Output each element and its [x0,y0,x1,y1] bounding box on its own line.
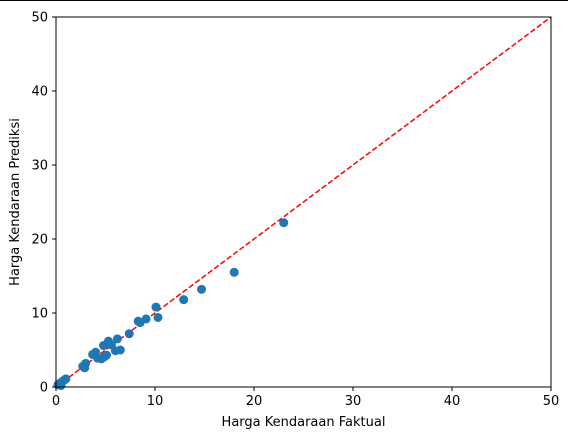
x-tick-label: 0 [52,394,60,409]
data-point [112,334,122,344]
x-tick-label: 10 [147,394,164,409]
x-tick-label: 20 [246,394,263,409]
y-tick-label: 0 [40,381,48,396]
data-point [56,381,66,391]
data-point [279,218,289,228]
y-tick-label: 20 [31,233,48,248]
y-tick-label: 50 [31,11,48,26]
data-point [153,312,163,322]
y-axis-title: Harga Kendaraan Prediksi [8,118,23,286]
data-point [101,350,111,360]
data-point [61,374,71,384]
y-tick-label: 30 [31,159,48,174]
data-point [197,284,207,294]
data-point [115,345,125,355]
ticks-layer: 0 10 20 30 40 50 0 10 20 30 40 50 [31,11,559,410]
points-layer [53,218,289,391]
data-point [151,302,161,312]
data-point [141,314,151,324]
data-point [179,295,189,305]
data-point [80,363,90,373]
x-axis-title: Harga Kendaraan Faktual [222,415,386,430]
x-tick-label: 30 [345,394,362,409]
data-point [229,267,239,277]
plot-frame [55,16,552,388]
x-tick-label: 50 [543,394,560,409]
x-tick-label: 40 [444,394,461,409]
data-point [124,329,134,339]
y-tick-label: 40 [31,85,48,100]
y-tick-label: 10 [31,307,48,322]
